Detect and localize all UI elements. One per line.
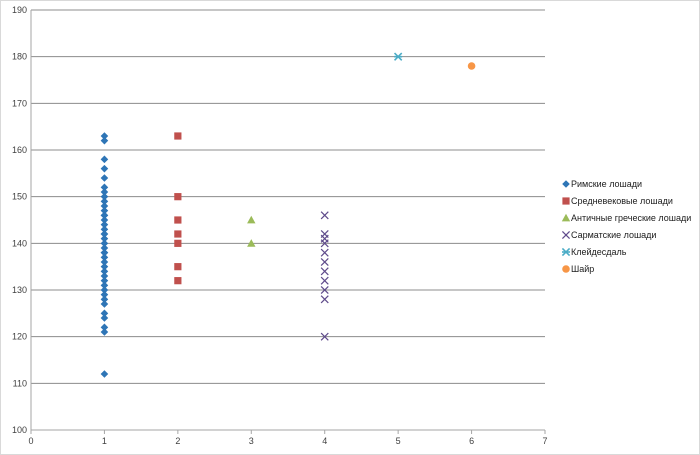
legend-label: Клейдесдаль (571, 247, 627, 257)
data-point (100, 300, 109, 308)
data-point (320, 285, 329, 295)
data-point (320, 257, 329, 267)
y-tick-label: 150 (12, 192, 27, 202)
data-point (100, 258, 109, 266)
data-point (100, 155, 109, 164)
data-point (100, 234, 109, 243)
y-tick-label: 180 (12, 52, 27, 62)
data-point (100, 281, 109, 290)
data-point (320, 211, 329, 220)
legend-label: Античные греческие лошади (571, 213, 691, 223)
data-point (100, 309, 109, 318)
data-point (100, 202, 109, 210)
data-point (320, 295, 329, 304)
legend-marker (562, 180, 570, 188)
x-tick-label: 2 (175, 436, 180, 446)
data-point (100, 276, 109, 285)
y-tick-label: 110 (13, 378, 27, 388)
data-point (320, 332, 329, 341)
legend-label: Средневековые лошади (571, 196, 673, 206)
data-point (247, 239, 256, 247)
data-point (100, 248, 109, 257)
data-point (174, 193, 182, 201)
data-point (174, 277, 182, 285)
legend: Римские лошади Средневековые лошади Античн… (561, 179, 691, 274)
data-point (100, 206, 109, 215)
data-point (100, 323, 109, 332)
legend-marker (561, 247, 571, 257)
data-point (100, 220, 109, 229)
data-point (174, 216, 182, 224)
data-point (100, 183, 109, 192)
y-tick-label: 190 (12, 5, 27, 15)
data-point (100, 295, 109, 304)
data-point (100, 314, 109, 322)
y-tick-label: 170 (12, 98, 27, 108)
data-point (174, 230, 182, 238)
legend-label: Сарматские лошади (571, 230, 656, 240)
legend-marker (561, 230, 571, 240)
y-tick-label: 160 (12, 145, 27, 155)
x-tick-label: 3 (249, 436, 254, 446)
data-point (100, 239, 109, 248)
data-point (100, 244, 109, 252)
data-point (393, 52, 403, 61)
data-point (320, 276, 329, 285)
x-tick-label: 0 (28, 436, 33, 446)
data-point (100, 272, 109, 280)
data-point (100, 192, 109, 201)
x-tick-label: 5 (396, 436, 401, 446)
legend-label: Римские лошади (571, 179, 642, 189)
y-tick-label: 140 (12, 238, 27, 248)
data-point (174, 132, 182, 140)
data-point (100, 188, 109, 196)
data-point (320, 248, 329, 257)
x-tick-label: 6 (469, 436, 474, 446)
data-point (100, 286, 109, 294)
y-tick-label: 120 (12, 332, 27, 342)
data-point (174, 239, 182, 247)
x-tick-label: 1 (102, 436, 107, 446)
data-point (100, 174, 109, 182)
y-tick-label: 100 (12, 425, 27, 435)
data-point (100, 328, 109, 336)
data-point (320, 267, 329, 276)
data-point (100, 290, 109, 299)
data-point (247, 215, 256, 224)
data-point (100, 267, 109, 276)
y-tick-label: 130 (12, 285, 27, 295)
data-point (100, 370, 109, 378)
x-tick-label: 4 (322, 436, 327, 446)
data-point (467, 62, 476, 70)
legend-label: Шайр (571, 264, 594, 274)
data-point (100, 132, 109, 140)
x-tick-label: 7 (542, 436, 547, 446)
legend-marker (561, 213, 571, 222)
data-point (174, 263, 182, 271)
legend-marker (562, 197, 570, 205)
data-point (100, 197, 109, 206)
data-point (100, 216, 109, 224)
legend-marker (562, 265, 570, 273)
data-point (100, 230, 109, 238)
data-point (100, 136, 109, 145)
data-point (320, 239, 329, 248)
data-point (100, 262, 109, 271)
data-point (100, 211, 109, 220)
data-point (100, 253, 109, 262)
data-point (100, 164, 109, 173)
data-point (100, 225, 109, 234)
